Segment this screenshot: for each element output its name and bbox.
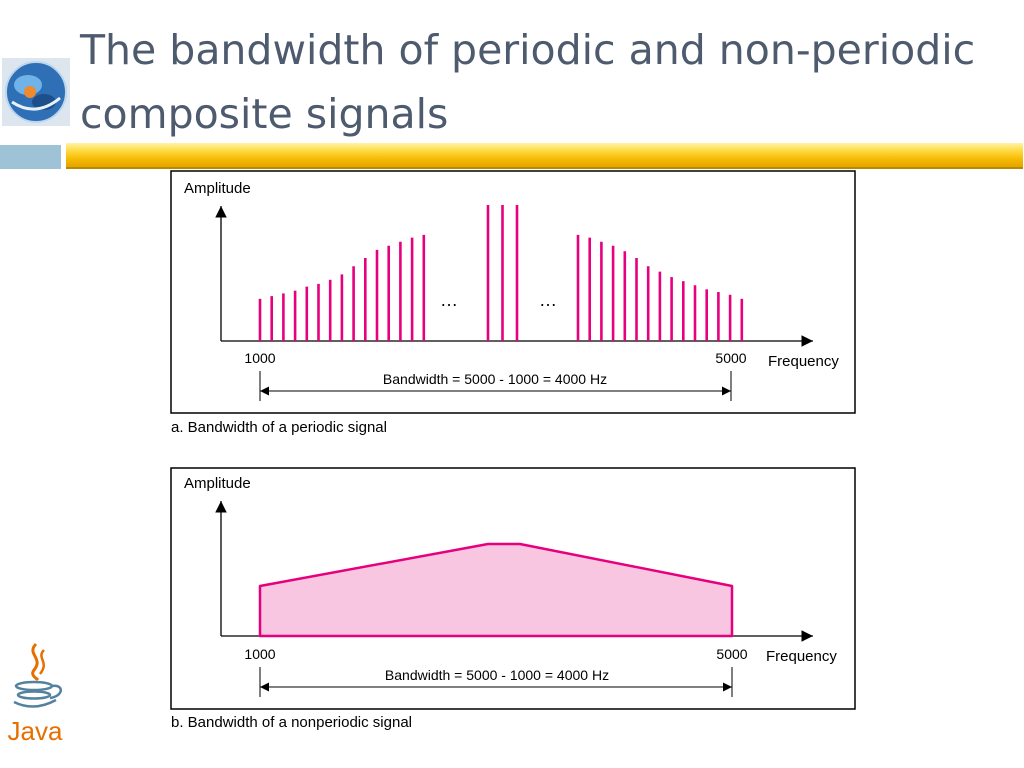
continuous-spectrum: [258, 542, 734, 638]
x-axis-label: Frequency: [768, 353, 839, 370]
panel-frame: [170, 170, 856, 414]
panel-periodic: Amplitude … … 1000 5000 Frequency Bandwi…: [170, 170, 856, 414]
globe-logo-icon: [2, 58, 70, 126]
gap-ellipsis-left: …: [440, 290, 458, 310]
java-logo-icon: Java: [8, 642, 63, 746]
spectrum-lines: [258, 205, 744, 341]
caption-nonperiodic: b. Bandwidth of a nonperiodic signal: [171, 714, 412, 731]
end-frequency-label: 5000: [715, 350, 746, 366]
header-accent-gold: [66, 143, 1023, 169]
svg-text:Java: Java: [8, 716, 63, 746]
gap-ellipsis-right: …: [539, 290, 557, 310]
x-axis-label: Frequency: [766, 648, 837, 665]
slide-title: The bandwidth of periodic and non-period…: [80, 26, 976, 138]
panel-nonperiodic: Amplitude 1000 5000 Frequency Bandwidth …: [170, 467, 856, 710]
bandwidth-label: Bandwidth = 5000 - 1000 = 4000 Hz: [383, 371, 607, 387]
caption-periodic: a. Bandwidth of a periodic signal: [171, 419, 387, 436]
start-frequency-label: 1000: [244, 350, 275, 366]
y-axis-label: Amplitude: [184, 180, 251, 197]
bandwidth-label: Bandwidth = 5000 - 1000 = 4000 Hz: [385, 667, 609, 683]
start-frequency-label: 1000: [244, 646, 275, 662]
y-axis-label: Amplitude: [184, 475, 251, 492]
header-accent-teal: [0, 145, 61, 169]
end-frequency-label: 5000: [716, 646, 747, 662]
